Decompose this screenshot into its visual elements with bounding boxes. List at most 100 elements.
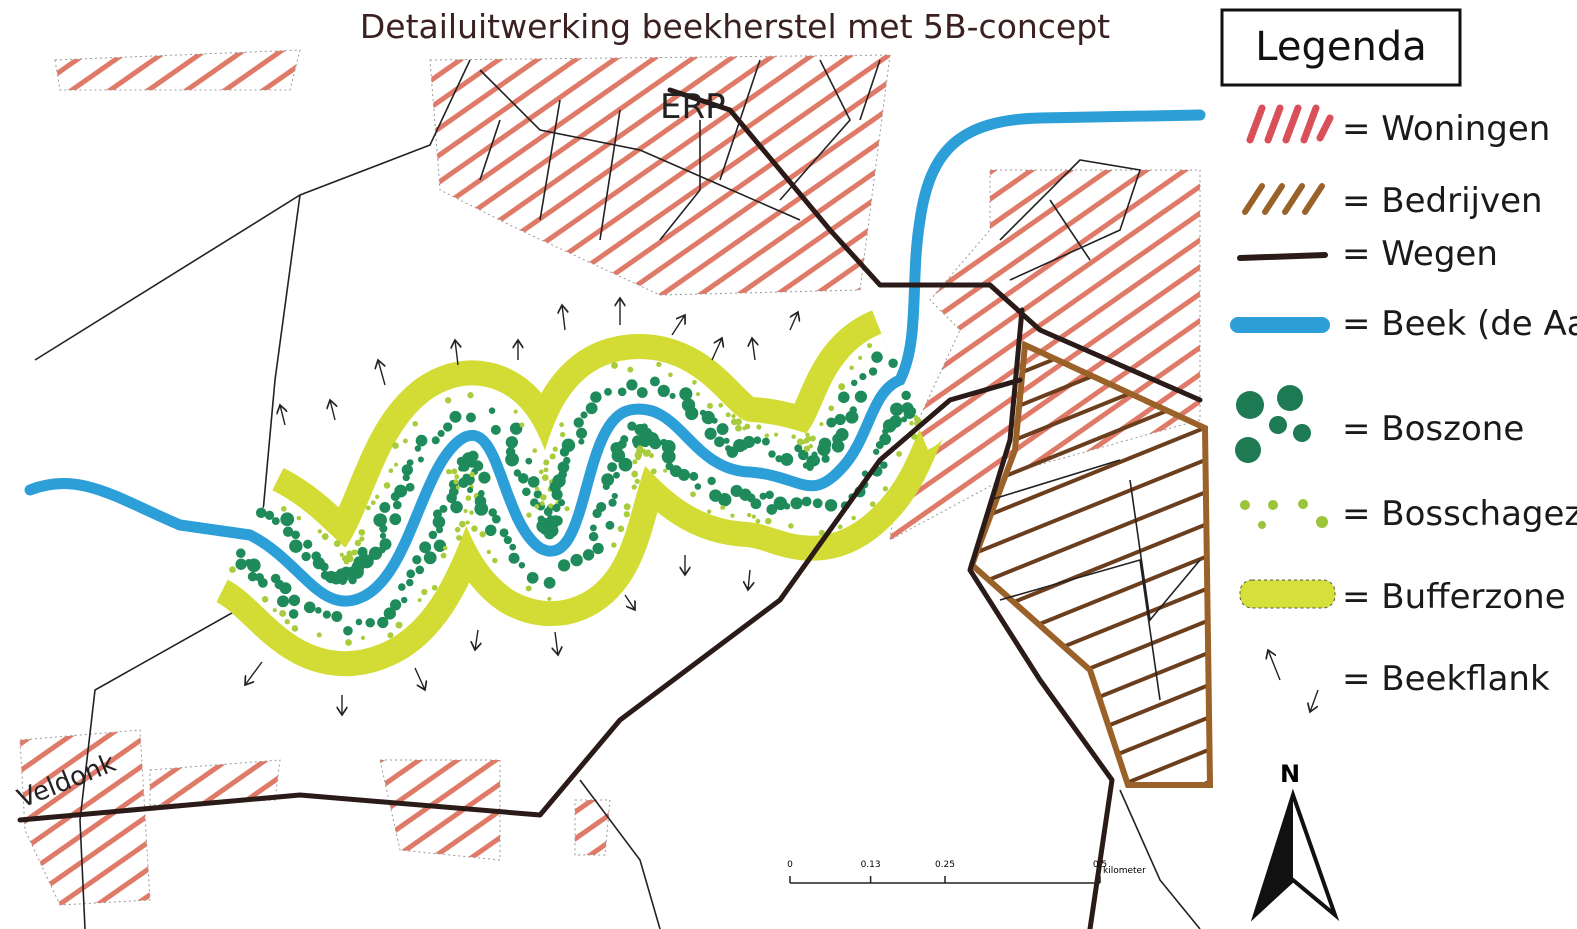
legend-title: Legenda bbox=[1255, 24, 1426, 70]
copse-dot bbox=[432, 585, 438, 591]
copse-dot bbox=[718, 403, 723, 408]
copse-dot bbox=[540, 501, 545, 506]
scale-unit: kilometer bbox=[1103, 866, 1146, 876]
copse-dot bbox=[755, 519, 760, 524]
copse-dot bbox=[466, 521, 470, 525]
scale-tick-label: 0.25 bbox=[935, 860, 955, 870]
copse-dot bbox=[273, 608, 277, 612]
copse-dot bbox=[366, 506, 371, 511]
scale-bar: kilometer 00.130.250.5 bbox=[787, 860, 1146, 883]
forest-dot bbox=[620, 435, 628, 443]
copse-dot bbox=[632, 485, 637, 490]
legend-swatch bbox=[1240, 499, 1328, 529]
copse-dot bbox=[631, 471, 638, 478]
forest-dot bbox=[406, 579, 413, 586]
forest-dot bbox=[304, 601, 316, 613]
forest-dot bbox=[811, 452, 817, 458]
forest-dot bbox=[658, 385, 670, 397]
forest-dot bbox=[380, 538, 392, 550]
copse-dot bbox=[747, 513, 751, 517]
copse-dot bbox=[707, 403, 713, 409]
copse-dot bbox=[454, 474, 459, 479]
forest-dot bbox=[838, 392, 850, 404]
copse-dot bbox=[526, 585, 532, 591]
copse-dot bbox=[765, 518, 771, 524]
forest-dot bbox=[315, 607, 322, 614]
copse-dot bbox=[292, 625, 299, 632]
copse-dot bbox=[632, 459, 637, 464]
forest-dot bbox=[412, 555, 421, 564]
forest-dot bbox=[563, 457, 570, 464]
forest-dot bbox=[419, 541, 431, 553]
copse-dot bbox=[456, 535, 462, 541]
copse-dot bbox=[649, 453, 654, 458]
copse-dot bbox=[526, 512, 531, 517]
forest-dot bbox=[784, 503, 791, 510]
copse-dot bbox=[535, 504, 540, 509]
copse-dot bbox=[909, 421, 914, 426]
legend-label: = Boszone bbox=[1342, 409, 1524, 449]
forest-dot bbox=[612, 493, 618, 499]
copse-dot bbox=[539, 469, 544, 474]
copse-dot bbox=[262, 596, 269, 603]
forest-dot bbox=[401, 597, 407, 603]
copse-dot bbox=[635, 479, 640, 484]
forest-dot bbox=[406, 569, 415, 578]
forest-dot bbox=[236, 548, 246, 558]
copse-dot bbox=[479, 531, 485, 537]
forest-dot bbox=[634, 439, 641, 446]
forest-dot bbox=[822, 455, 830, 463]
copse-dot bbox=[791, 434, 796, 439]
copse-dot bbox=[453, 479, 458, 484]
forest-dot bbox=[506, 436, 518, 448]
copse-dot bbox=[403, 438, 408, 443]
forest-dot bbox=[851, 380, 857, 386]
forest-dot bbox=[544, 507, 553, 516]
forest-dot bbox=[443, 422, 452, 431]
forest-dot bbox=[714, 436, 725, 447]
forest-dot bbox=[505, 453, 519, 467]
copse-dot bbox=[692, 380, 697, 385]
copse-dot bbox=[870, 501, 876, 507]
legend-label: = Bedrijven bbox=[1342, 181, 1543, 221]
copse-dot bbox=[471, 525, 477, 531]
forest-dot bbox=[519, 562, 526, 569]
forest-dot bbox=[754, 436, 762, 444]
forest-dot bbox=[670, 393, 676, 399]
forest-dot bbox=[390, 599, 401, 610]
copse-dot bbox=[396, 622, 403, 629]
minor-road bbox=[35, 60, 470, 360]
housing-area bbox=[575, 800, 610, 855]
copse-dot bbox=[387, 632, 393, 638]
copse-dot bbox=[690, 491, 696, 497]
map-title: Detailuitwerking beekherstel met 5B-conc… bbox=[360, 7, 1110, 46]
copse-dot bbox=[752, 515, 756, 519]
copse-dot bbox=[359, 536, 364, 541]
forest-dot bbox=[576, 428, 587, 439]
copse-dot bbox=[643, 450, 650, 457]
forest-dot bbox=[762, 438, 770, 446]
forest-dot bbox=[544, 577, 556, 589]
forest-dot bbox=[365, 618, 375, 628]
forest-dot bbox=[393, 501, 402, 510]
forest-dot bbox=[356, 619, 363, 626]
copse-dot bbox=[466, 495, 472, 501]
forest-dot bbox=[280, 582, 292, 594]
forest-dot bbox=[398, 583, 406, 591]
forest-dot bbox=[467, 487, 473, 493]
copse-dot bbox=[384, 482, 391, 489]
forest-dot bbox=[835, 414, 846, 425]
copse-dot bbox=[564, 506, 569, 511]
copse-dot bbox=[540, 494, 546, 500]
copse-dot bbox=[624, 503, 631, 510]
copse-dot bbox=[535, 487, 540, 492]
forest-dot bbox=[901, 391, 910, 400]
forest-dot bbox=[429, 531, 438, 540]
copse-dot bbox=[624, 511, 630, 517]
copse-dot bbox=[279, 610, 286, 617]
forest-dot bbox=[331, 611, 342, 622]
copse-dot bbox=[883, 486, 888, 491]
forest-dot bbox=[438, 430, 445, 437]
copse-dot bbox=[547, 597, 551, 601]
forest-dot bbox=[850, 406, 857, 413]
